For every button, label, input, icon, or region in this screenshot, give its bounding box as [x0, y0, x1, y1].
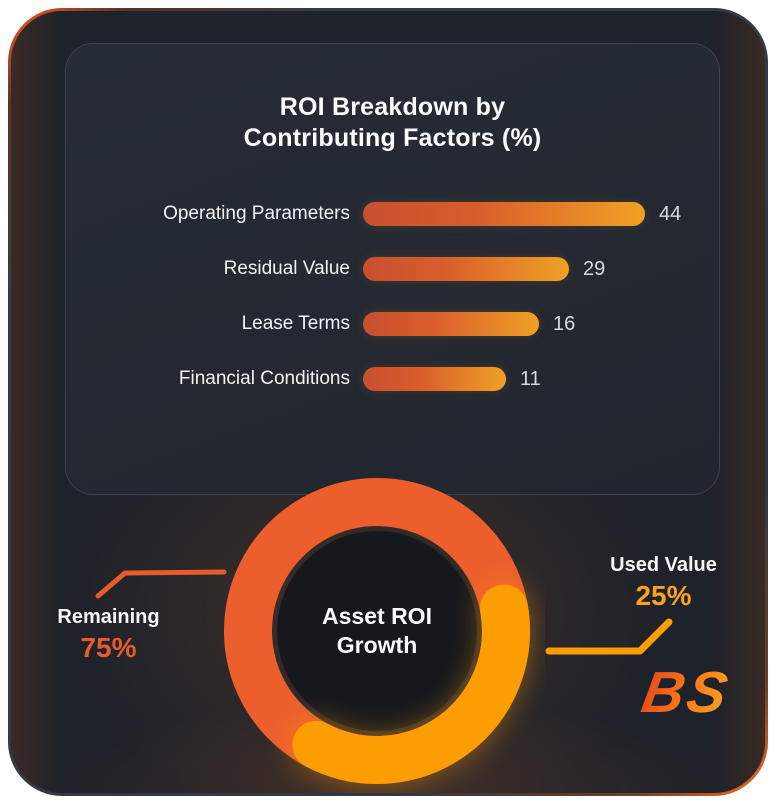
donut-center-line2: Growth	[336, 632, 418, 658]
bar-chart: Operating Parameters 44 Residual Value 2…	[66, 202, 719, 391]
used-value-value: 25%	[635, 580, 692, 611]
bar-fill	[363, 312, 539, 336]
bar-category-label: Financial Conditions	[178, 368, 350, 389]
bar-row: Lease Terms 16	[66, 312, 719, 336]
bar-fill	[363, 257, 569, 281]
bar-row: Financial Conditions 11	[66, 367, 719, 391]
bar-row: Operating Parameters 44	[66, 202, 719, 226]
bar-fill	[363, 202, 645, 226]
donut-chart: Asset ROI Growth	[209, 463, 545, 793]
bar-track	[363, 257, 569, 281]
used-value-label: Used Value	[610, 554, 717, 576]
used-value-connector-line	[545, 618, 673, 655]
donut-segment-used	[292, 584, 530, 784]
chart-title-line2: Contributing Factors (%)	[243, 124, 542, 152]
bar-track	[363, 367, 506, 391]
donut-center-line1: Asset ROI	[322, 603, 432, 629]
bar-category-label: Lease Terms	[241, 313, 350, 334]
bar-row: Residual Value 29	[66, 257, 719, 281]
remaining-connector-line	[95, 569, 227, 599]
used-value-callout: Used Value 25%	[596, 554, 731, 612]
bar-value: 16	[553, 312, 576, 335]
bar-value: 44	[659, 202, 682, 225]
remaining-value: 75%	[80, 632, 137, 663]
dashboard-frame: ROI Breakdown by Contributing Factors (%…	[8, 8, 768, 796]
chart-title: ROI Breakdown by Contributing Factors (%…	[66, 92, 719, 154]
donut-hole	[277, 531, 477, 731]
donut-center-label: Asset ROI Growth	[209, 463, 545, 793]
chart-title-line1: ROI Breakdown by	[279, 93, 506, 121]
brand-logo: BS	[605, 660, 765, 725]
remaining-label: Remaining	[57, 606, 160, 628]
bar-category-label: Operating Parameters	[163, 203, 350, 224]
bar-fill	[363, 367, 506, 391]
brand-logo-text: BS	[637, 660, 736, 725]
donut-svg	[224, 478, 530, 784]
bar-track	[363, 202, 645, 226]
bar-value: 29	[583, 257, 606, 280]
bar-category-label: Residual Value	[223, 258, 350, 279]
bar-chart-card: ROI Breakdown by Contributing Factors (%…	[65, 43, 720, 495]
remaining-callout: Remaining 75%	[41, 606, 176, 664]
bar-value: 11	[520, 367, 541, 390]
bar-track	[363, 312, 539, 336]
